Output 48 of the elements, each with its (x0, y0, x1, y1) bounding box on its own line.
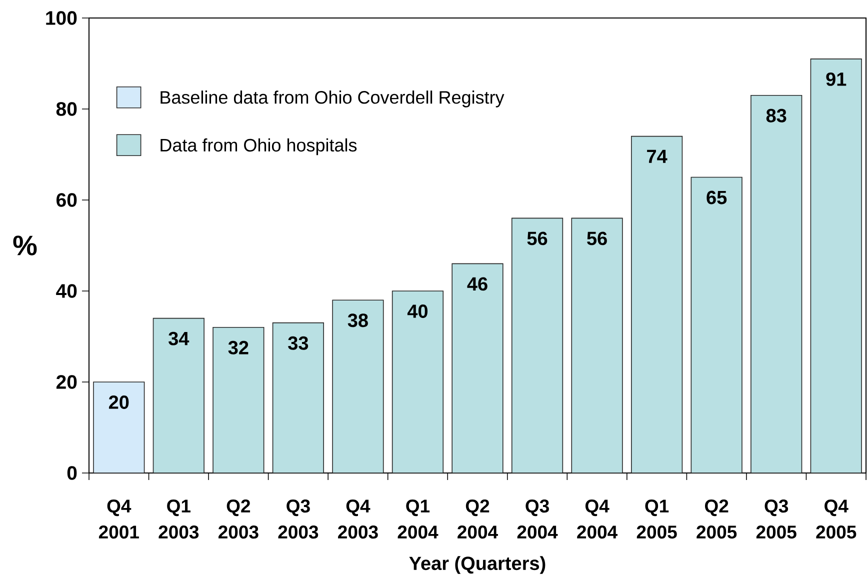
y-tick-label: 40 (56, 284, 77, 298)
data-label: 56 (587, 232, 607, 246)
x-tick-label: Q3 2003 (278, 500, 318, 539)
data-label: 40 (407, 304, 428, 318)
data-label: 32 (228, 340, 248, 354)
y-tick-label: 100 (46, 11, 77, 25)
legend-label: Data from Ohio hospitals (160, 138, 357, 156)
x-tick-label: Q2 2004 (458, 500, 498, 539)
x-tick-label: Q3 2005 (756, 500, 796, 539)
data-label: 46 (467, 277, 488, 291)
data-label: 20 (108, 396, 129, 409)
bar (690, 176, 742, 473)
x-tick-label: Q4 2004 (577, 500, 618, 539)
x-tick-label: Q1 2003 (158, 500, 199, 539)
data-label: 34 (168, 332, 190, 346)
data-label: 56 (527, 232, 548, 246)
x-axis-title: Year (Quarters) (409, 556, 546, 574)
data-label: 38 (348, 314, 368, 328)
y-tick-label: 0 (67, 466, 77, 480)
x-tick-label: Q2 2003 (218, 500, 258, 539)
data-label: 91 (826, 72, 846, 86)
bar (452, 263, 504, 473)
bar (511, 218, 564, 473)
bar (392, 290, 444, 473)
y-axis-title: % (13, 236, 37, 256)
x-tick-label: Q4 2005 (816, 500, 856, 539)
data-label: 33 (288, 336, 308, 350)
bar (750, 94, 802, 473)
y-tick-label: 80 (56, 102, 77, 116)
y-tick-label: 60 (56, 193, 77, 207)
legend-label: Baseline data from Ohio Coverdell Registry (160, 90, 504, 108)
x-tick-label: Q4 2001 (98, 500, 139, 539)
x-tick-label: Q1 2005 (636, 500, 677, 539)
bar (571, 218, 623, 473)
x-tick-label: Q3 2004 (517, 500, 558, 539)
bar (332, 300, 384, 473)
bar (631, 136, 683, 473)
bar (810, 58, 862, 473)
bar (212, 326, 264, 473)
data-label: 83 (766, 108, 786, 122)
x-tick-label: Q4 2003 (338, 500, 378, 539)
bar (152, 318, 204, 473)
x-tick-label: Q2 2005 (696, 500, 737, 539)
data-label: 65 (706, 190, 727, 204)
y-tick-label: 20 (56, 375, 77, 389)
x-tick-label: Q1 2004 (398, 500, 438, 539)
bar (272, 322, 324, 473)
data-label: 74 (647, 150, 668, 163)
